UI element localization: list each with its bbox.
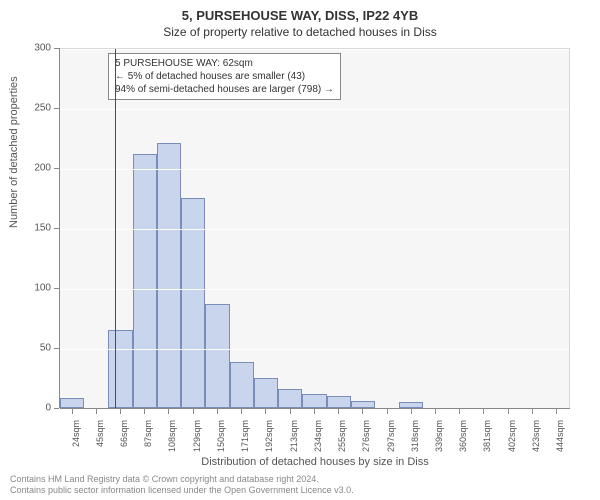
x-axis: 24sqm 45sqm 66sqm 87sqm 108sqm 129sqm 150sqm 17… [60,408,570,460]
ytick-label: 250 [34,103,51,114]
xtick-label: 129sqm [192,420,202,452]
y-axis-title: Number of detached properties [8,76,20,228]
gridline [60,229,569,230]
histogram-bar [60,398,84,408]
plot-area: 5 PURSEHOUSE WAY: 62sqm ← 5% of detached… [60,48,570,408]
histogram-bar [108,330,132,408]
xtick-mark [556,409,557,414]
annotation-line-1: 5 PURSEHOUSE WAY: 62sqm [115,57,334,70]
xtick-mark [387,409,388,414]
xtick-label: 297sqm [386,420,396,452]
xtick-label: 339sqm [434,420,444,452]
xtick-mark [508,409,509,414]
annotation-line-2: ← 5% of detached houses are smaller (43) [115,70,334,83]
xtick-mark [96,409,97,414]
xtick-mark [144,409,145,414]
main-title: 5, PURSEHOUSE WAY, DISS, IP22 4YB [0,0,600,23]
xtick-mark [314,409,315,414]
histogram-bar [133,154,157,408]
xtick-mark [459,409,460,414]
xtick-label: 192sqm [264,420,274,452]
gridline [60,49,569,50]
xtick-mark [265,409,266,414]
xtick-label: 108sqm [167,420,177,452]
xtick-label: 255sqm [337,420,347,452]
histogram-bar [351,401,375,408]
xtick-label: 381sqm [482,420,492,452]
ytick-mark [54,108,59,109]
footer-line-2: Contains public sector information licen… [10,485,354,496]
marker-line [115,49,116,408]
ytick-label: 300 [34,43,51,54]
xtick-label: 66sqm [119,420,129,447]
xtick-mark [193,409,194,414]
xtick-label: 423sqm [531,420,541,452]
xtick-mark [290,409,291,414]
histogram-bar [157,143,181,408]
xtick-mark [532,409,533,414]
ytick-mark [54,408,59,409]
footer-line-1: Contains HM Land Registry data © Crown c… [10,474,354,485]
histogram-bar [302,394,326,408]
ytick-label: 100 [34,283,51,294]
ytick-label: 200 [34,163,51,174]
xtick-mark [483,409,484,414]
xtick-mark [120,409,121,414]
ytick-mark [54,228,59,229]
xtick-mark [362,409,363,414]
gridline [60,349,569,350]
xtick-label: 24sqm [71,420,81,447]
x-axis-title: Distribution of detached houses by size … [60,456,570,468]
xtick-label: 318sqm [410,420,420,452]
xtick-label: 150sqm [216,420,226,452]
xtick-label: 45sqm [95,420,105,447]
gridline [60,109,569,110]
histogram-bar [254,378,278,408]
footer-text: Contains HM Land Registry data © Crown c… [10,474,354,496]
xtick-mark [217,409,218,414]
histogram-bar [230,362,254,408]
ytick-label: 50 [40,343,51,354]
xtick-label: 234sqm [313,420,323,452]
sub-title: Size of property relative to detached ho… [0,23,600,39]
histogram-bar [327,396,351,408]
xtick-label: 171sqm [240,420,250,452]
xtick-mark [241,409,242,414]
xtick-label: 402sqm [507,420,517,452]
xtick-mark [168,409,169,414]
xtick-mark [411,409,412,414]
ytick-mark [54,168,59,169]
chart-container: 5, PURSEHOUSE WAY, DISS, IP22 4YB Size o… [0,0,600,500]
gridline [60,169,569,170]
xtick-label: 360sqm [458,420,468,452]
xtick-mark [72,409,73,414]
ytick-mark [54,348,59,349]
xtick-label: 87sqm [143,420,153,447]
xtick-label: 276sqm [361,420,371,452]
ytick-label: 0 [45,403,51,414]
histogram-bar [205,304,229,408]
ytick-mark [54,288,59,289]
annotation-box: 5 PURSEHOUSE WAY: 62sqm ← 5% of detached… [108,53,341,100]
xtick-mark [338,409,339,414]
annotation-line-3: 94% of semi-detached houses are larger (… [115,83,334,96]
xtick-label: 444sqm [555,420,565,452]
ytick-label: 150 [34,223,51,234]
xtick-label: 213sqm [289,420,299,452]
gridline [60,289,569,290]
xtick-mark [435,409,436,414]
histogram-bar [278,389,302,408]
ytick-mark [54,48,59,49]
